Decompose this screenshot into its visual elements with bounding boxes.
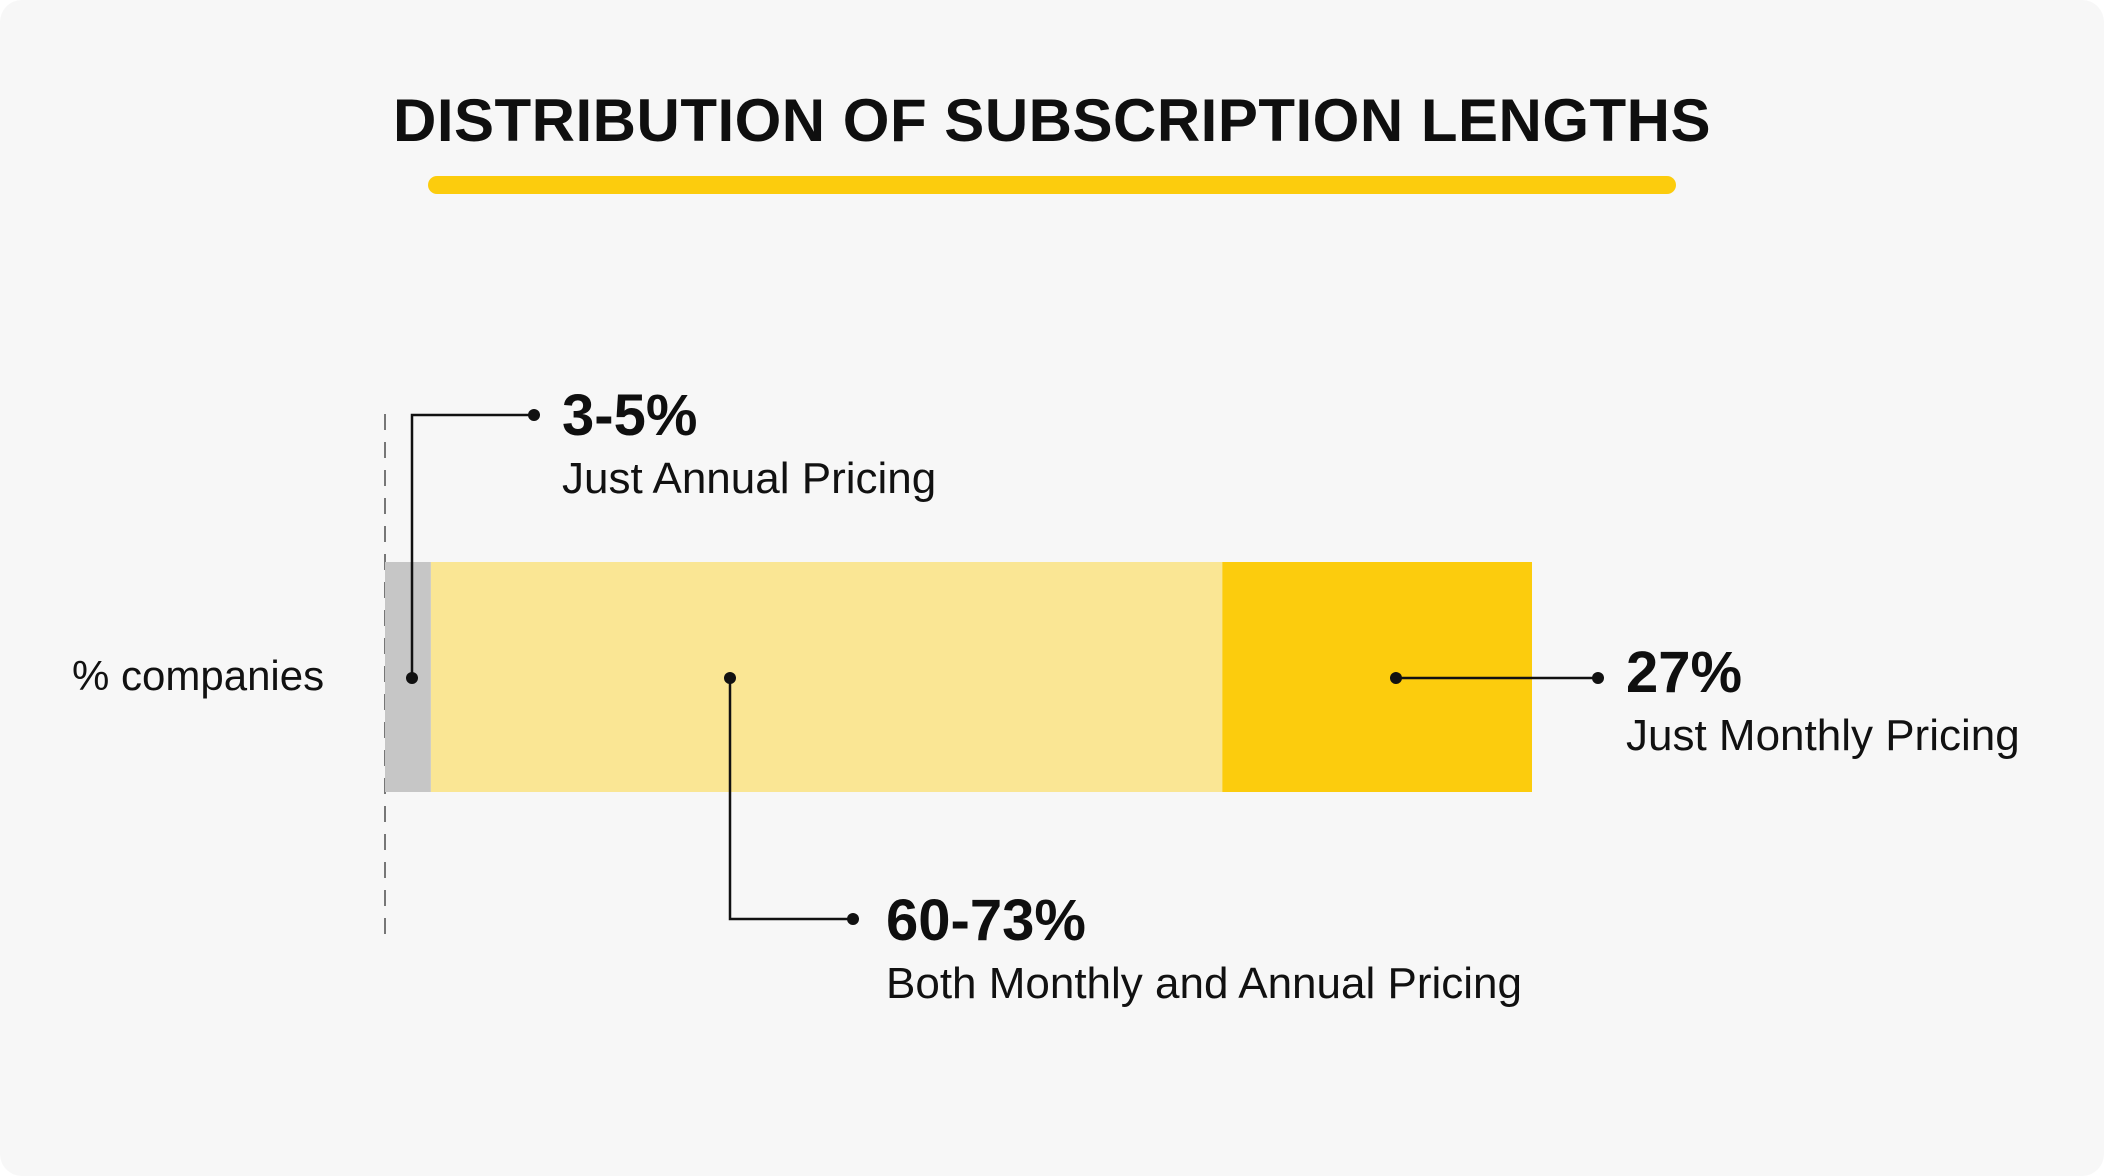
leader-both-dot-bar: [724, 672, 736, 684]
callout-both-pricing: 60-73% Both Monthly and Annual Pricing: [886, 886, 1522, 1012]
callout-monthly-value: 27%: [1626, 640, 1743, 705]
callout-just-annual: 3-5% Just Annual Pricing: [562, 381, 936, 507]
leader-monthly-dot-label: [1592, 672, 1604, 684]
callout-just-monthly: 27% Just Monthly Pricing: [1626, 638, 2020, 764]
chart-title: DISTRIBUTION OF SUBSCRIPTION LENGTHS: [392, 87, 1712, 154]
callout-both-value: 60-73%: [886, 888, 1086, 953]
title-underline: [428, 176, 1676, 194]
bar-segments: [385, 562, 1532, 792]
leader-annual-dot-label: [528, 409, 540, 421]
leader-annual-dot-bar: [406, 672, 418, 684]
leader-annual: [410, 413, 534, 678]
bar-segment-both: [430, 562, 1223, 792]
leader-both: [728, 678, 853, 921]
callout-both-label: Both Monthly and Annual Pricing: [886, 959, 1522, 1008]
y-axis-label: % companies: [72, 652, 325, 699]
callout-annual-label: Just Annual Pricing: [562, 454, 937, 503]
leader-both-dot-label: [847, 913, 859, 925]
callout-monthly-label: Just Monthly Pricing: [1626, 711, 2020, 760]
callout-leaders: [406, 409, 1604, 925]
leader-monthly-dot-bar: [1390, 672, 1402, 684]
callout-annual-value: 3-5%: [562, 383, 698, 448]
